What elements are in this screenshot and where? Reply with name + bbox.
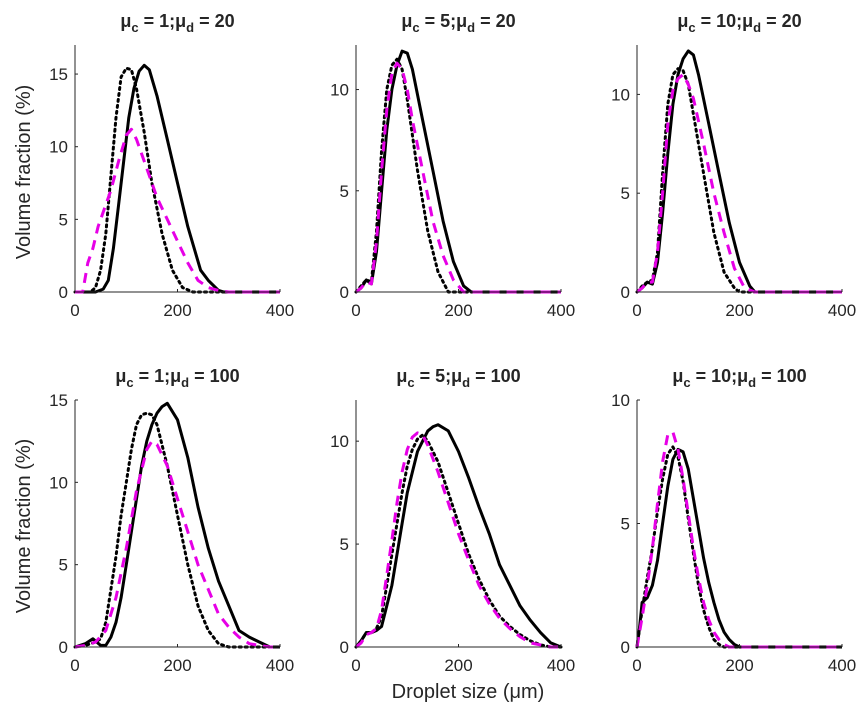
y-tick-label: 10 <box>330 432 349 451</box>
x-tick-label: 0 <box>351 656 360 675</box>
y-tick-label: 5 <box>59 556 68 575</box>
x-tick-label: 200 <box>163 656 191 675</box>
y-tick-label: 0 <box>340 638 349 657</box>
x-tick-label: 200 <box>444 656 472 675</box>
y-tick-label: 5 <box>340 182 349 201</box>
y-axis-label-bottom: Volume fraction (%) <box>13 439 35 614</box>
series-line-dotted <box>635 445 844 649</box>
series-line-dotted <box>73 411 282 649</box>
series-line-dotted <box>354 57 563 294</box>
y-tick-label: 0 <box>340 283 349 302</box>
y-tick-label: 10 <box>611 85 630 104</box>
series-line-dotted <box>73 66 282 294</box>
x-axis-label: Droplet size (μm) <box>392 681 545 703</box>
series-line-solid <box>74 401 280 649</box>
series-line-dashed <box>355 61 561 294</box>
x-tick-label: 0 <box>632 301 641 320</box>
y-tick-label: 0 <box>621 283 630 302</box>
x-tick-label: 0 <box>632 656 641 675</box>
y-tick-label: 5 <box>621 515 630 534</box>
series-line-dashed <box>75 127 280 294</box>
x-tick-label: 0 <box>70 301 79 320</box>
y-tick-label: 0 <box>59 283 68 302</box>
y-tick-label: 0 <box>621 638 630 657</box>
series-line-dashed <box>635 430 842 649</box>
panel-title: μc = 1;μd = 100 <box>115 366 239 390</box>
x-tick-label: 200 <box>725 301 753 320</box>
panel-title: μc = 5;μd = 100 <box>396 366 520 390</box>
panel-4: 0 200 400 0 5 10 15 μc = 1;μd = 100 <box>49 366 294 675</box>
series-line-dashed <box>355 431 561 649</box>
x-tick-label: 200 <box>163 301 191 320</box>
x-tick-label: 400 <box>266 301 294 320</box>
x-tick-label: 400 <box>828 301 856 320</box>
y-tick-label: 10 <box>330 81 349 100</box>
x-tick-label: 400 <box>266 656 294 675</box>
x-tick-label: 400 <box>547 301 575 320</box>
series-line-dotted <box>354 433 563 649</box>
x-tick-label: 400 <box>828 656 856 675</box>
series-line-solid <box>354 423 562 649</box>
y-tick-label: 5 <box>59 210 68 229</box>
panel-1: 0 200 400 0 5 10 15 μc = 1;μd = 20 <box>49 11 294 320</box>
y-tick-label: 5 <box>621 184 630 203</box>
x-tick-label: 0 <box>351 301 360 320</box>
series-line-solid <box>635 447 842 649</box>
panel-title: μc = 10;μd = 100 <box>672 366 806 390</box>
series-line-dashed <box>74 439 280 649</box>
y-tick-label: 15 <box>49 391 68 410</box>
series-line-dashed <box>636 73 842 294</box>
x-tick-label: 400 <box>547 656 575 675</box>
x-tick-label: 200 <box>725 656 753 675</box>
panel-5: 0 200 400 0 5 10 μc = 5;μd = 100 <box>330 366 575 675</box>
y-tick-label: 0 <box>59 638 68 657</box>
y-tick-label: 10 <box>49 138 68 157</box>
y-tick-label: 10 <box>611 391 630 410</box>
y-tick-label: 5 <box>340 535 349 554</box>
y-tick-label: 15 <box>49 65 68 84</box>
y-axis-label-top: Volume fraction (%) <box>13 85 35 260</box>
panels: 0 200 400 0 5 10 15 μc = 1;μd = 20 0 200 400 0 5 10 μc… <box>49 11 856 675</box>
series-line-solid <box>75 63 280 294</box>
y-tick-label: 10 <box>49 473 68 492</box>
x-tick-label: 200 <box>444 301 472 320</box>
x-tick-label: 0 <box>70 656 79 675</box>
series-line-solid <box>636 49 842 294</box>
panel-3: 0 200 400 0 5 10 μc = 10;μd = 20 <box>611 11 856 320</box>
panel-title: μc = 10;μd = 20 <box>677 11 801 35</box>
panel-title: μc = 5;μd = 20 <box>401 11 515 35</box>
panel-2: 0 200 400 0 5 10 μc = 5;μd = 20 <box>330 11 575 320</box>
panel-title: μc = 1;μd = 20 <box>120 11 234 35</box>
panel-6: 0 200 400 0 5 10 μc = 10;μd = 100 <box>611 366 856 675</box>
